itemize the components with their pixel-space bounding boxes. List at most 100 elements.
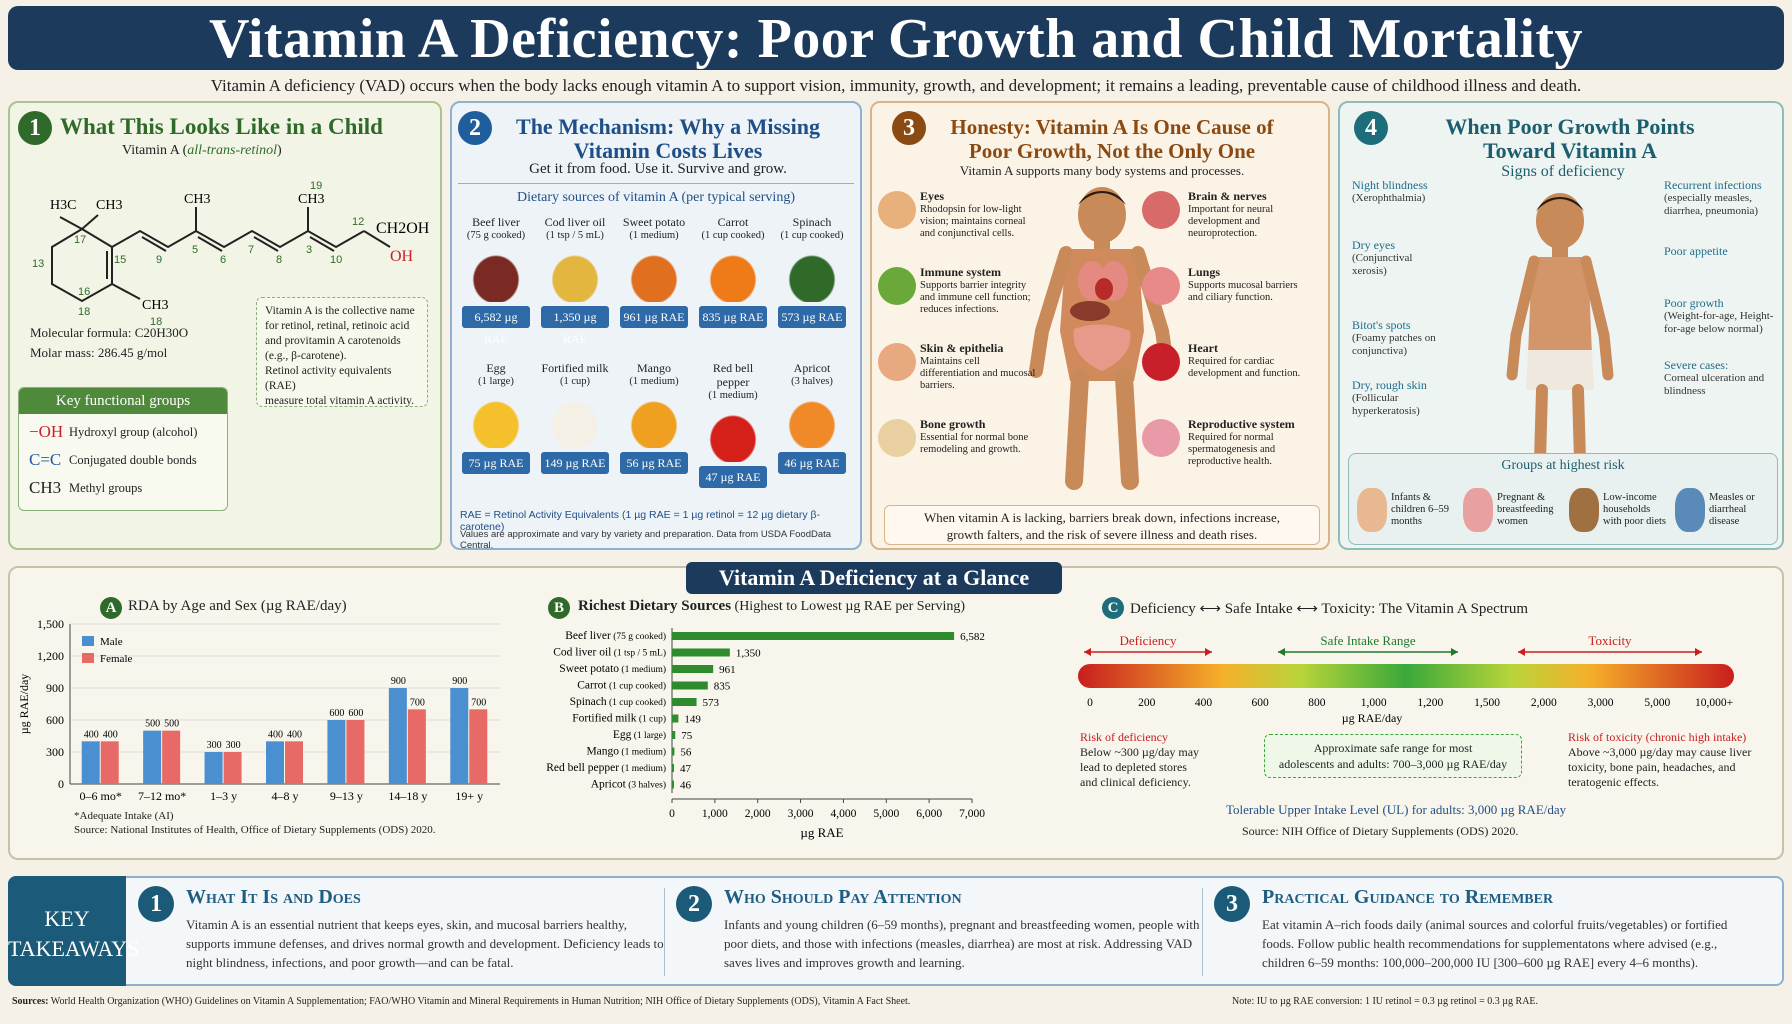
takeaway-item: What It Is and Does Vitamin A is an essen…	[186, 886, 666, 972]
x-tick-label: 3,000	[788, 808, 814, 820]
sign-name: Night blindness	[1352, 178, 1428, 192]
bar-male	[81, 741, 100, 784]
takeaway-number: 2	[676, 886, 712, 922]
risk-group: Pregnant & breastfeeding women	[1463, 480, 1565, 540]
chart-a-source: Source: National Institutes of Health, O…	[74, 824, 436, 836]
risk-group: Measles or diarrheal disease	[1675, 480, 1777, 540]
panel-heading: When Poor Growth Points Toward Vitamin A	[1445, 114, 1695, 163]
food-image	[780, 246, 844, 302]
food-tile: Spinach (1 cup cooked) 573 µg RAE	[778, 215, 846, 328]
chart-c-letter: C	[1102, 597, 1124, 619]
bar-value-label: 300	[226, 740, 241, 751]
food-tile: Fortified milk (1 cup) 149 µg RAE	[541, 361, 609, 474]
atom-number: 16	[78, 286, 90, 298]
functional-group: −OH Hydroxyl group (alcohol)	[29, 418, 217, 446]
chart-b-letter: B	[548, 597, 570, 619]
panel-number: 4	[1354, 111, 1388, 145]
category-label: Mango (1 medium)	[586, 746, 666, 758]
food-tile: Red bell pepper (1 medium) 47 µg RAE	[699, 361, 767, 488]
bar-value-label: 500	[164, 719, 179, 730]
glance-banner: Vitamin A Deficiency at a Glance	[686, 562, 1062, 594]
food-name: Apricot	[793, 361, 831, 375]
bar-male	[388, 688, 407, 784]
atom-number: 6	[220, 254, 226, 266]
organ-name: Immune system	[920, 265, 1001, 279]
sign-desc: (Xerophthalmia)	[1352, 192, 1426, 204]
organ-name: Reproductive system	[1188, 417, 1295, 431]
spectrum-tick: 800	[1308, 697, 1326, 709]
group-label: Methyl groups	[69, 480, 143, 495]
bar-value-label: 6,582	[960, 631, 985, 643]
chart-c-title: Deficiency ⟷ Safe Intake ⟷ Toxicity: The…	[1130, 601, 1529, 617]
molecular-formula: Molecular formula: C20H30O	[30, 325, 189, 340]
food-name: Carrot	[717, 215, 749, 229]
takeaway-text: Eat vitamin A–rich foods daily (animal s…	[1262, 917, 1728, 970]
x-tick-label: 4,000	[830, 808, 856, 820]
sources-title: Dietary sources of vitamin A (per typica…	[458, 183, 854, 206]
organ-desc: Rhodopsin for low-light vision; maintain…	[920, 204, 1026, 239]
food-tile: Carrot (1 cup cooked) 835 µg RAE	[699, 215, 767, 328]
x-tick-label: 1–3 y	[210, 789, 237, 803]
takeaway-title: Who Should Pay Attention	[724, 886, 962, 908]
deficiency-arrowhead-right	[1205, 648, 1212, 656]
food-tile: Mango (1 medium) 56 µg RAE	[620, 361, 688, 474]
category-label: Spinach (1 cup cooked)	[570, 696, 666, 708]
bar	[672, 632, 955, 640]
sign-name: Dry eyes	[1352, 238, 1395, 252]
organ-icon	[1142, 419, 1180, 457]
bar-female	[100, 741, 119, 784]
organ-item: Bone growth Essential for normal bone rem…	[920, 417, 1038, 456]
spectrum-unit: µg RAE/day	[1342, 711, 1403, 725]
spectrum-tick: 5,000	[1644, 697, 1670, 709]
bar-value-label: 400	[84, 729, 99, 740]
food-serving: (1 large)	[478, 376, 514, 387]
spectrum-source: Source: NIH Office of Dietary Supplement…	[1242, 824, 1519, 838]
bar	[672, 764, 675, 772]
atom-number: 19	[310, 180, 322, 192]
organ-item: Reproductive system Required for normal s…	[1188, 417, 1306, 468]
y-tick-label: 1,200	[37, 649, 64, 663]
organ-desc: Required for cardiac development and fun…	[1188, 356, 1301, 379]
safe-range-arrowhead-left	[1278, 648, 1285, 656]
sign-item: Dry, rough skin (Follicular hyperkeratosi…	[1352, 379, 1448, 418]
chart-a-title: RDA by Age and Sex (µg RAE/day)	[128, 598, 347, 614]
spectrum-tick: 1,000	[1361, 697, 1387, 709]
info-box: Vitamin A is the collective name for ret…	[256, 297, 428, 407]
x-tick-label: 7,000	[959, 808, 985, 820]
bar-value-label: 961	[719, 664, 736, 676]
food-image	[701, 406, 765, 462]
organ-desc: Essential for normal bone remodeling and…	[920, 432, 1029, 455]
atom-number: 8	[276, 254, 282, 266]
food-serving: (3 halves)	[791, 376, 833, 387]
y-tick-label: 0	[58, 777, 64, 791]
info-line: and provitamin A carotenoids	[265, 335, 401, 347]
sign-item: Recurrent infections (especially measles,…	[1664, 179, 1776, 218]
x-tick-label: 0–6 mo*	[80, 789, 122, 803]
category-label: Apricot (3 halves)	[591, 779, 666, 791]
y-tick-label: 1,500	[37, 617, 64, 631]
panel-footer: When vitamin A is lacking, barriers brea…	[884, 505, 1320, 545]
bar	[672, 731, 676, 739]
sign-desc: (especially measles, diarrhea, pneumonia…	[1664, 192, 1759, 217]
bar-value-label: 47	[680, 763, 692, 775]
bar-value-label: 56	[680, 747, 692, 759]
x-tick-label: 0	[669, 808, 675, 820]
atom-number: 5	[192, 244, 198, 256]
organ-icon	[1142, 267, 1180, 305]
panel-body-systems: 3 Honesty: Vitamin A Is One Cause of Poor…	[870, 101, 1330, 550]
sign-desc: (Foamy patches on conjunctiva)	[1352, 332, 1436, 357]
food-serving: (1 cup)	[559, 376, 591, 387]
bar	[672, 698, 697, 706]
food-value: 46 µg RAE	[778, 452, 846, 474]
x-tick-label: 2,000	[745, 808, 771, 820]
bar-value-label: 900	[452, 676, 467, 687]
food-value: 149 µg RAE	[541, 452, 609, 474]
panel-subtitle: Vitamin A supports many body systems and…	[959, 163, 1245, 178]
spectrum-tick: 200	[1138, 697, 1156, 709]
atom-number: 7	[248, 244, 254, 256]
spectrum-tick: 0	[1087, 697, 1093, 709]
bar-value-label: 149	[684, 714, 701, 726]
organ-item: Heart Required for cardiac development an…	[1188, 341, 1306, 380]
groups-list: −OH Hydroxyl group (alcohol) C=C Conjugated…	[19, 414, 227, 506]
food-value: 75 µg RAE	[462, 452, 530, 474]
